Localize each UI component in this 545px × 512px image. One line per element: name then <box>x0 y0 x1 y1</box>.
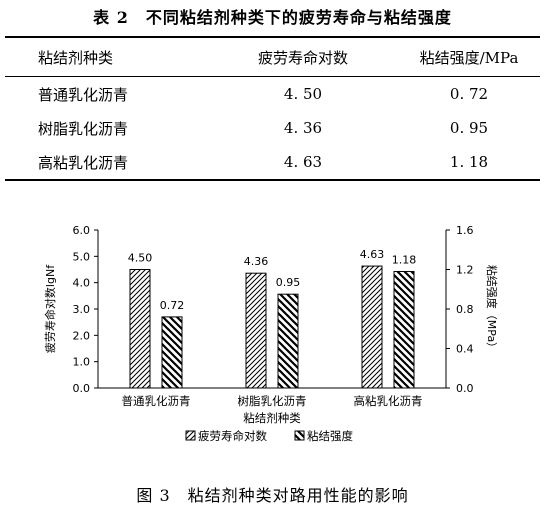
table-cell: 树脂乳化沥青 <box>38 119 129 138</box>
x-tick-label: 高粘乳化沥青 <box>354 394 423 408</box>
left-tick-label: 6.0 <box>73 224 91 237</box>
bar <box>129 269 151 389</box>
data-label: 0.72 <box>160 299 185 312</box>
header-fatigue-life: 疲劳寿命对数 <box>208 37 398 77</box>
x-tick-label: 树脂乳化沥青 <box>238 394 307 408</box>
data-label: 0.95 <box>276 276 301 289</box>
table-row: 普通乳化沥青 4. 50 0. 72 <box>5 77 540 112</box>
x-tick-label: 普通乳化沥青 <box>122 394 191 408</box>
table-cell: 0. 72 <box>449 85 489 103</box>
table-cell: 普通乳化沥青 <box>38 85 129 104</box>
left-tick-label: 1.0 <box>73 356 91 369</box>
table-header-row: 粘结剂种类 疲劳寿命对数 粘结强度/MPa <box>5 37 540 77</box>
data-label: 1.18 <box>392 253 417 266</box>
legend-label: 粘结强度 <box>307 429 353 443</box>
table-cell: 高粘乳化沥青 <box>5 145 208 181</box>
right-tick-label: 1.6 <box>456 224 474 237</box>
bar <box>161 316 183 389</box>
left-tick-label: 2.0 <box>73 329 91 342</box>
data-label: 4.50 <box>128 252 153 265</box>
table-cell: 0. 95 <box>449 119 489 137</box>
table-title: 表 2 不同粘结剂种类下的疲劳寿命与粘结强度 <box>93 8 452 27</box>
legend-label: 疲劳寿命对数 <box>198 429 267 443</box>
bar <box>361 265 383 389</box>
table-cell: 4. 50 <box>283 85 323 103</box>
bar <box>393 270 415 389</box>
table-cell: 4. 63 <box>208 145 398 181</box>
header-binder-type: 粘结剂种类 <box>5 37 208 77</box>
table-cell: 4. 36 <box>283 119 323 137</box>
data-label: 4.36 <box>244 255 269 268</box>
left-tick-label: 0.0 <box>73 382 91 395</box>
table-row: 树脂乳化沥青 4. 36 0. 95 <box>5 111 540 145</box>
right-tick-label: 0.0 <box>456 382 474 395</box>
right-tick-label: 0.8 <box>456 303 474 316</box>
data-label: 4.63 <box>360 248 385 261</box>
left-axis-title: 疲劳寿命对数lgNf <box>43 264 57 353</box>
bar <box>277 293 299 389</box>
x-axis-title: 粘结剂种类 <box>243 411 301 425</box>
left-tick-label: 5.0 <box>73 250 91 263</box>
left-tick-label: 3.0 <box>73 303 91 316</box>
table-cell: 1. 18 <box>398 145 540 181</box>
legend-swatch <box>294 430 305 441</box>
right-axis-title: 粘结强度（MPa） <box>485 265 499 353</box>
right-tick-label: 0.4 <box>456 343 474 356</box>
figure-caption: 图 3 粘结剂种类对路用性能的影响 <box>136 486 409 505</box>
right-tick-label: 1.2 <box>456 264 474 277</box>
header-bond-strength: 粘结强度/MPa <box>398 37 540 77</box>
left-tick-label: 4.0 <box>73 277 91 290</box>
bar <box>245 272 267 389</box>
table-row: 高粘乳化沥青 4. 63 1. 18 <box>5 145 540 181</box>
data-table: 粘结剂种类 疲劳寿命对数 粘结强度/MPa 普通乳化沥青 4. 50 0. 72… <box>5 36 540 181</box>
bar-chart: 0.0 1.0 2.0 3.0 4.0 5.0 6.0 0.0 0.4 0.8 1.2 1.6 疲劳寿命… <box>43 224 499 443</box>
legend-swatch <box>185 430 196 441</box>
